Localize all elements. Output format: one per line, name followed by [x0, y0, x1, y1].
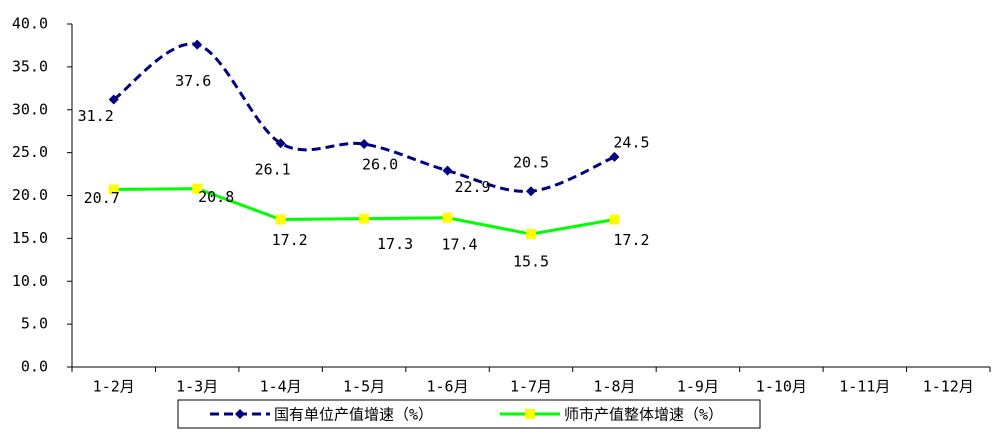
x-tick-label: 1-7月: [510, 378, 552, 396]
x-tick-label: 1-3月: [176, 378, 218, 396]
data-label: 17.3: [377, 235, 413, 253]
x-tick-label: 1-10月: [756, 378, 807, 396]
point-marker: [359, 213, 370, 224]
x-tick-label: 1-2月: [93, 378, 135, 396]
legend-label: 师市产值整体增速（%）: [564, 406, 723, 424]
data-label: 31.2: [78, 107, 114, 125]
point-marker: [192, 39, 203, 50]
data-label: 20.7: [84, 189, 120, 207]
data-label: 26.0: [362, 156, 398, 174]
y-tick-label: 15.0: [12, 229, 48, 247]
point-marker: [442, 212, 453, 223]
y-tick-label: 20.0: [12, 186, 48, 204]
x-tick-label: 1-9月: [677, 378, 719, 396]
x-tick-label: 1-4月: [260, 378, 302, 396]
x-tick-label: 1-6月: [426, 378, 468, 396]
y-tick-label: 35.0: [12, 57, 48, 75]
data-label: 24.5: [613, 133, 649, 151]
data-label: 17.2: [613, 231, 649, 249]
point-marker: [359, 139, 370, 150]
point-marker: [108, 94, 119, 105]
y-tick-label: 30.0: [12, 100, 48, 118]
point-marker: [609, 214, 620, 225]
point-marker: [526, 229, 536, 240]
x-tick-label: 1-11月: [839, 378, 890, 396]
point-marker: [442, 165, 453, 176]
x-tick-label: 1-8月: [593, 378, 635, 396]
x-tick-label: 1-5月: [343, 378, 385, 396]
data-label: 26.1: [255, 161, 291, 179]
series-line: [113, 187, 615, 236]
data-label: 17.2: [272, 231, 308, 249]
point-marker: [275, 138, 286, 149]
y-tick-label: 10.0: [12, 272, 48, 290]
y-tick-label: 0.0: [21, 358, 48, 376]
data-label: 17.4: [441, 235, 477, 253]
y-tick-label: 5.0: [21, 315, 48, 333]
legend-label: 国有单位产值增速（%）: [274, 406, 433, 424]
point-marker: [192, 183, 203, 194]
point-marker: [275, 214, 286, 225]
data-label: 20.8: [198, 188, 234, 206]
data-label: 22.9: [454, 178, 490, 196]
x-tick-label: 1-12月: [923, 378, 974, 396]
point-marker: [609, 151, 620, 162]
legend-box: [177, 399, 761, 429]
point-marker: [108, 184, 119, 195]
y-tick-label: 40.0: [12, 15, 48, 33]
data-label: 20.5: [513, 154, 549, 172]
y-tick-label: 25.0: [12, 143, 48, 161]
legend-marker: [235, 409, 245, 419]
data-label: 37.6: [175, 72, 211, 90]
data-label: 15.5: [513, 253, 549, 271]
point-marker: [526, 186, 536, 197]
legend-marker: [525, 409, 535, 419]
